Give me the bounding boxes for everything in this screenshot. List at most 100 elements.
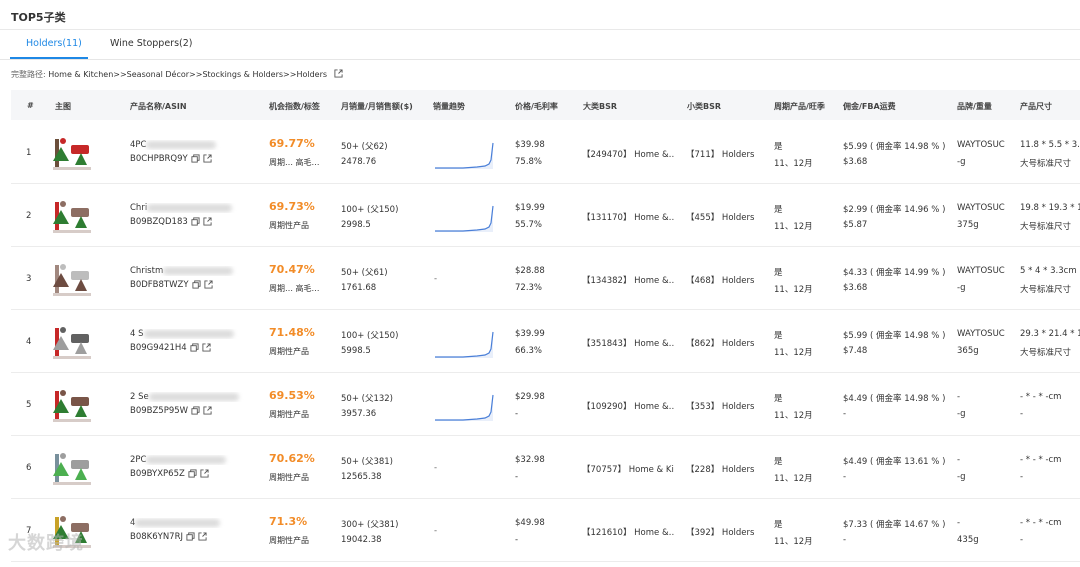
sales-trend-chart[interactable] — [433, 198, 495, 234]
copy-icon[interactable] — [191, 217, 200, 229]
product-name-text: 4 S — [130, 329, 144, 339]
product-name[interactable]: 2PC — [130, 455, 252, 465]
external-link-icon[interactable] — [203, 154, 212, 166]
peak-season: 11、12月 — [774, 537, 813, 547]
fba-fee: $3.68 — [843, 157, 868, 167]
product-size: 19.8 * 19.3 * 12 — [1020, 203, 1080, 213]
col-price: 价格/毛利率 — [515, 102, 558, 111]
gross-margin: 55.7% — [515, 220, 543, 230]
commission: $4.33 ( 佣金率 14.99 % ) — [843, 268, 946, 278]
table-row[interactable]: 5 2 Se B09BZ5P95W 69.53% 周期性产品 50+ (父132… — [11, 373, 1080, 436]
external-link-icon[interactable] — [200, 469, 209, 481]
product-size: - * - * -cm — [1020, 455, 1062, 465]
blurred-text — [146, 455, 227, 464]
external-link-icon[interactable] — [203, 406, 212, 418]
sales-trend-chart[interactable] — [433, 135, 495, 171]
external-link-icon[interactable] — [334, 69, 343, 80]
size-class: 大号标准尺寸 — [1020, 348, 1072, 358]
product-name[interactable]: 4 — [130, 518, 252, 528]
product-tags: 周期… 高毛… — [269, 284, 320, 293]
sub-category-bsr: 【392】 Holders — [686, 528, 755, 538]
fba-fee: - — [843, 472, 847, 482]
asin-group: B09G9421H4 — [130, 343, 211, 355]
product-name-text: 2 Se — [130, 392, 149, 402]
periodic-product: 是 — [774, 520, 783, 530]
product-name[interactable]: Christm — [130, 266, 252, 276]
col-trend: 销量趋势 — [433, 102, 465, 111]
copy-icon[interactable] — [191, 406, 200, 418]
tab-bar: Holders(11) Wine Stoppers(2) — [0, 30, 1080, 60]
product-tags: 周期… 高毛… — [269, 158, 320, 167]
tab-wine-stoppers[interactable]: Wine Stoppers(2) — [110, 38, 193, 49]
size-class: - — [1020, 472, 1024, 482]
weight: 435g — [957, 535, 979, 545]
row-index: 3 — [26, 274, 32, 284]
copy-icon[interactable] — [191, 154, 200, 166]
product-image[interactable] — [49, 194, 95, 236]
gross-margin: 75.8% — [515, 157, 543, 167]
copy-icon[interactable] — [188, 469, 197, 481]
periodic-product: 是 — [774, 394, 783, 404]
tab-holders[interactable]: Holders(11) — [26, 38, 82, 49]
external-link-icon[interactable] — [203, 280, 213, 292]
asin-group: B0DFB8TWZY — [130, 280, 213, 292]
table-row[interactable]: 4 4 S B09G9421H4 71.48% 周期性产品 100+ (父150… — [11, 310, 1080, 373]
col-image: 主图 — [55, 102, 71, 111]
fba-fee: $3.68 — [843, 283, 868, 293]
price: $19.99 — [515, 203, 545, 213]
table-row[interactable]: 2 Chri B09BZQD183 69.73% 周期性产品 100+ (父15… — [11, 184, 1080, 247]
table-row[interactable]: 6 2PC B09BYXP65Z 70.62% 周期性产品 50+ (父381)… — [11, 436, 1080, 499]
product-image[interactable] — [49, 131, 95, 173]
brand: - — [957, 518, 961, 528]
sales-trend-chart[interactable] — [433, 387, 495, 423]
blurred-text — [143, 329, 234, 338]
divider — [0, 29, 1080, 30]
periodic-product: 是 — [774, 142, 783, 152]
sales-trend-chart[interactable] — [433, 324, 495, 360]
external-link-icon[interactable] — [198, 532, 207, 544]
product-image[interactable] — [49, 257, 95, 299]
gross-margin: - — [515, 535, 519, 545]
commission: $2.99 ( 佣金率 14.96 % ) — [843, 205, 946, 215]
blurred-text — [148, 392, 239, 401]
copy-icon[interactable] — [190, 343, 199, 355]
product-name[interactable]: 4PC — [130, 140, 252, 150]
periodic-product: 是 — [774, 457, 783, 467]
commission: $5.99 ( 佣金率 14.98 % ) — [843, 142, 946, 152]
monthly-sales: 50+ (父61) — [341, 268, 388, 278]
asin: B08K6YN7RJ — [130, 532, 184, 542]
monthly-sales: 50+ (父132) — [341, 394, 393, 404]
peak-season: 11、12月 — [774, 222, 813, 232]
fba-fee: - — [843, 535, 847, 545]
product-image[interactable] — [49, 446, 95, 488]
opportunity-score: 69.73% — [269, 200, 315, 213]
copy-icon[interactable] — [186, 532, 195, 544]
peak-season: 11、12月 — [774, 411, 813, 421]
monthly-sales: 300+ (父381) — [341, 520, 399, 530]
asin-group: B09BZQD183 — [130, 217, 212, 229]
external-link-icon[interactable] — [203, 217, 212, 229]
product-image[interactable] — [49, 320, 95, 362]
product-image[interactable] — [49, 383, 95, 425]
product-name[interactable]: 2 Se — [130, 392, 252, 402]
external-link-icon[interactable] — [202, 343, 211, 355]
sub-category-bsr: 【711】 Holders — [686, 150, 755, 160]
product-image[interactable] — [49, 509, 95, 551]
brand: WAYTOSUC — [957, 140, 1005, 150]
table-row[interactable]: 3 Christm B0DFB8TWZY 70.47% 周期… 高毛… 50+ … — [11, 247, 1080, 310]
main-category-bsr: 【70757】 Home & Ki… — [582, 465, 674, 475]
monthly-revenue: 2998.5 — [341, 220, 371, 230]
weight: -g — [957, 283, 966, 293]
fba-fee: $7.48 — [843, 346, 868, 356]
asin-group: B0CHPBRQ9Y — [130, 154, 212, 166]
product-name[interactable]: Chri — [130, 203, 252, 213]
product-tags: 周期性产品 — [269, 221, 309, 230]
fba-fee: $5.87 — [843, 220, 868, 230]
sub-category-bsr: 【468】 Holders — [686, 276, 755, 286]
table-row[interactable]: 7 4 B08K6YN7RJ 71.3% 周期性产品 300+ (父381) 1… — [11, 499, 1080, 562]
main-category-bsr: 【351843】 Home &… — [582, 339, 674, 349]
opportunity-score: 71.3% — [269, 515, 308, 528]
product-name[interactable]: 4 S — [130, 329, 252, 339]
copy-icon[interactable] — [191, 280, 201, 292]
table-row[interactable]: 1 4PC B0CHPBRQ9Y 69.77% 周期… 高毛… 50+ (父62… — [11, 121, 1080, 184]
